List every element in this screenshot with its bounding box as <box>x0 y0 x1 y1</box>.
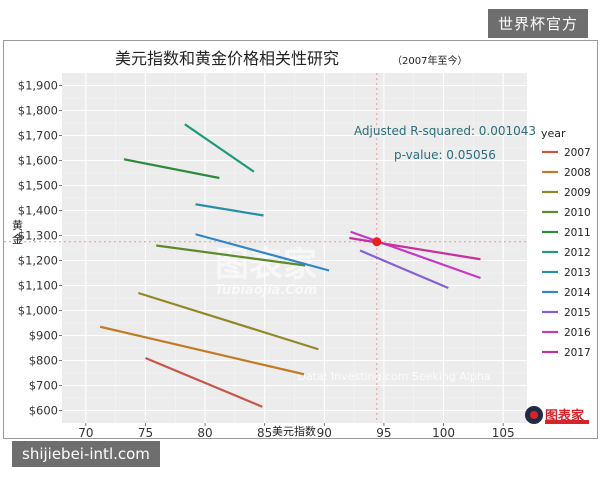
series-line-2009 <box>137 291 319 351</box>
axis-layer: 70 75 80 85 90 95 100 105 $600 $700 $800 $900 $1,000… <box>18 79 515 439</box>
y-tick-label: $600 <box>29 404 58 418</box>
legend-label-2010: 2010 <box>564 207 591 219</box>
chart-svg: 图表家 Tubiaojia.Com Data: Investing.com Se… <box>4 49 591 439</box>
annotation-p-value: p-value: 0.05056 <box>394 148 496 162</box>
legend-label-2016: 2016 <box>564 327 591 339</box>
x-tick-label: 90 <box>317 426 332 438</box>
y-tick-label: $1,900 <box>18 79 58 93</box>
y-tick-label: $1,600 <box>18 154 58 168</box>
legend-label-2014: 2014 <box>564 287 591 299</box>
legend-label-2008: 2008 <box>564 167 591 179</box>
y-axis-label-char: 黄 <box>12 218 23 232</box>
top-watermark: 世界杯官方 <box>487 9 588 38</box>
logo-underline <box>545 420 589 424</box>
y-tick-label: $1,800 <box>18 104 58 118</box>
series-line-2008 <box>99 325 305 376</box>
series-line-2012 <box>184 123 255 173</box>
legend: year 2007 2008 2009 2010 2011 2012 2013 2014 201… <box>541 127 591 359</box>
y-axis-label-char: 金 <box>12 232 23 246</box>
y-tick-label: $900 <box>29 329 58 343</box>
annotation-r-squared: Adjusted R-squared: 0.001043 <box>354 124 536 138</box>
y-tick-label: $1,500 <box>18 179 58 193</box>
x-tick-label: 70 <box>78 426 93 438</box>
y-axis-label: 黄金 <box>12 218 23 246</box>
series-line-2015 <box>359 249 449 290</box>
x-tick-label: 80 <box>197 426 212 438</box>
bottom-watermark: shijiebei-intl.com <box>12 441 160 467</box>
y-tick-label: $1,100 <box>18 279 58 293</box>
logo-mark-icon <box>525 406 543 424</box>
y-tick-label: $800 <box>29 354 58 368</box>
series-line-2017 <box>349 236 481 261</box>
series-line-2011 <box>123 158 220 180</box>
y-tick-label: $1,700 <box>18 129 58 143</box>
current-point-marker <box>372 237 382 247</box>
x-tick-label: 95 <box>376 426 391 438</box>
legend-label-2009: 2009 <box>564 187 591 199</box>
y-tick-label: $1,000 <box>18 304 58 318</box>
legend-label-2013: 2013 <box>564 267 591 279</box>
x-tick-label: 100 <box>432 426 455 438</box>
x-tick-label: 105 <box>492 426 515 438</box>
legend-label-2015: 2015 <box>564 307 591 319</box>
chart-subtitle: （2007年至今） <box>392 54 467 67</box>
series-line-2013 <box>195 203 264 217</box>
chart-frame: 图表家 Tubiaojia.Com Data: Investing.com Se… <box>3 40 598 439</box>
x-axis-label: 美元指数 <box>272 424 316 438</box>
series-line-2010 <box>156 244 306 267</box>
chart-title: 美元指数和黄金价格相关性研究 <box>115 49 339 68</box>
legend-label-2017: 2017 <box>564 347 591 359</box>
grid-layer <box>62 73 527 423</box>
x-tick-label: 75 <box>138 426 153 438</box>
y-tick-label: $700 <box>29 379 58 393</box>
series-line-2014 <box>195 233 330 272</box>
center-watermark-sub: Tubiaojia.Com <box>215 283 318 298</box>
legend-label-2007: 2007 <box>564 147 591 159</box>
legend-label-2012: 2012 <box>564 247 591 259</box>
brand-logo: 图表家 <box>525 403 593 429</box>
series-layer <box>99 123 481 408</box>
y-tick-label: $1,200 <box>18 254 58 268</box>
legend-label-2011: 2011 <box>564 227 591 239</box>
series-line-2007 <box>145 356 263 408</box>
series-line-2016 <box>350 230 481 280</box>
reference-lines-layer <box>4 73 527 423</box>
x-tick-label: 85 <box>257 426 272 438</box>
y-tick-label: $1,300 <box>18 229 58 243</box>
legend-title: year <box>541 127 566 140</box>
data-credit: Data: Investing.com Seeking Alpha <box>297 370 490 383</box>
y-tick-label: $1,400 <box>18 204 58 218</box>
